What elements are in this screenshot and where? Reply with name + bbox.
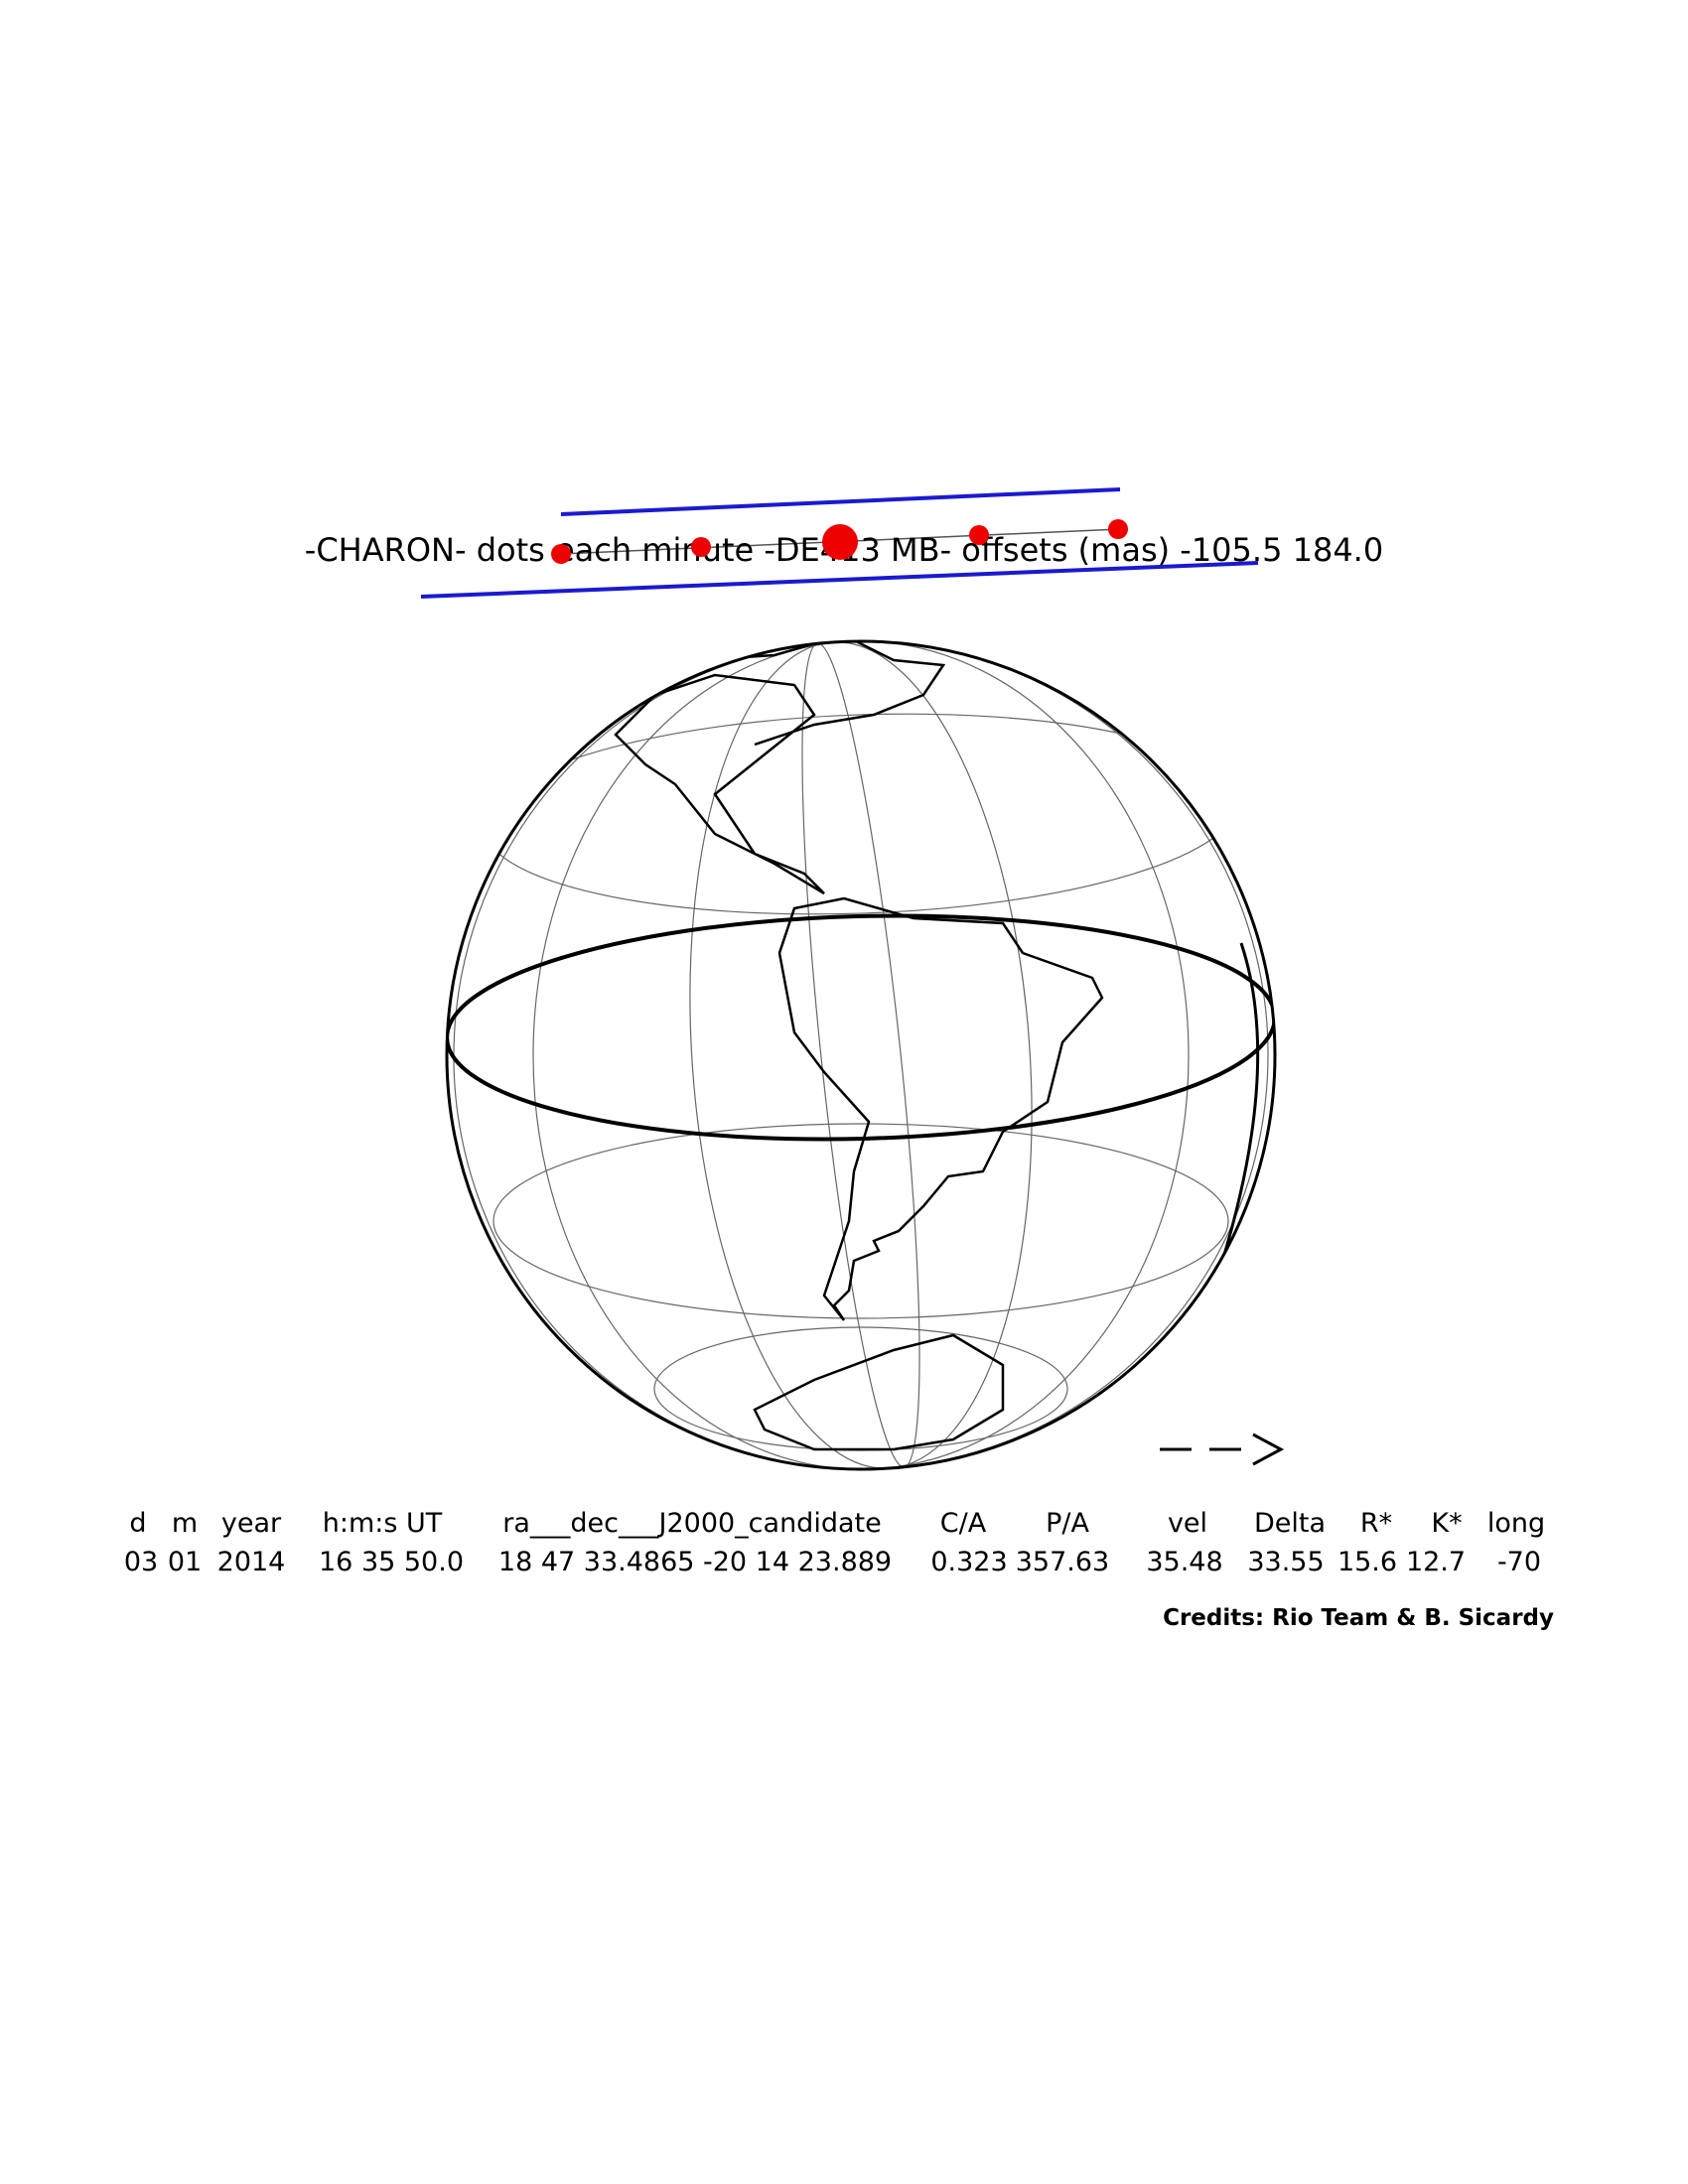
shadow-limit [560, 487, 1121, 516]
column-value: 357.63 [1016, 1547, 1109, 1577]
minute-dot [969, 525, 989, 545]
column-header: long [1487, 1508, 1545, 1539]
minute-dot [691, 537, 711, 557]
minute-dot [1108, 519, 1128, 539]
column-header: vel [1168, 1508, 1207, 1539]
minute-dots [551, 519, 1128, 564]
direction-arrow [1160, 1433, 1285, 1466]
column-header: ra___dec___J2000_candidate [502, 1508, 881, 1539]
column-header: m [172, 1508, 198, 1539]
globe [445, 639, 1277, 1471]
column-value: 01 [168, 1547, 202, 1577]
column-header: R* [1360, 1508, 1392, 1539]
column-value: 2014 [217, 1547, 286, 1577]
column-value: 15.6 [1337, 1547, 1397, 1577]
column-header: h:m:s UT [323, 1508, 443, 1539]
column-value: 03 [124, 1547, 158, 1577]
column-value: 12.7 [1406, 1547, 1466, 1577]
minute-dot [551, 544, 571, 564]
column-header: year [221, 1508, 282, 1539]
column-value: 18 47 33.4865 -20 14 23.889 [498, 1547, 892, 1577]
shadow-limit [420, 561, 1259, 599]
column-header: d [129, 1508, 146, 1539]
column-header: C/A [940, 1508, 987, 1539]
column-value: 33.55 [1247, 1547, 1324, 1577]
column-value: 16 35 50.0 [319, 1547, 464, 1577]
credits: Credits: Rio Team & B. Sicardy [1163, 1605, 1554, 1631]
column-header: Delta [1254, 1508, 1326, 1539]
column-value: 35.48 [1146, 1547, 1222, 1577]
column-value: -70 [1497, 1547, 1541, 1577]
column-header: K* [1431, 1508, 1462, 1539]
column-value: 0.323 [930, 1547, 1007, 1577]
data-table: d m year h:m:s UT ra___dec___J2000_candidate… [124, 1508, 1545, 1577]
closest-approach-dot [822, 524, 858, 560]
column-header: P/A [1046, 1508, 1089, 1539]
